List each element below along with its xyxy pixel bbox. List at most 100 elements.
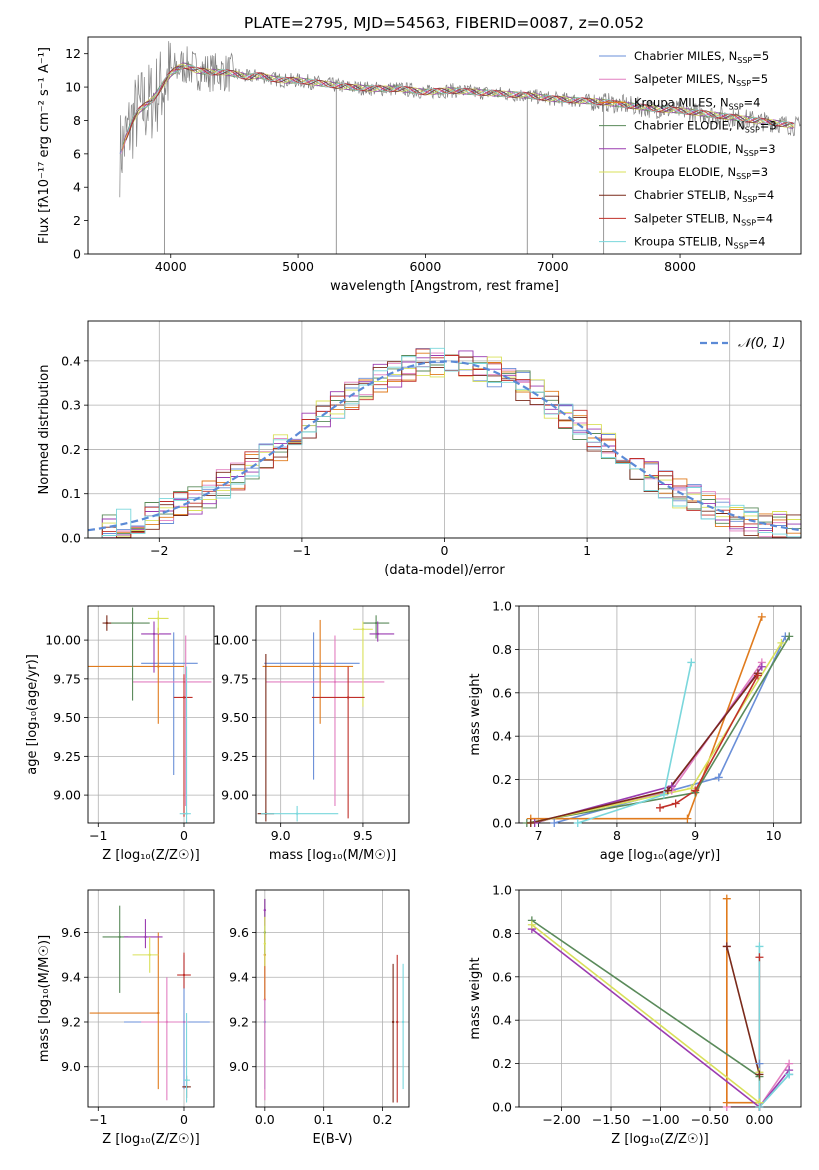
x-tick-label: 9.0	[271, 828, 291, 843]
y-tick-label: 0.6	[492, 969, 512, 984]
y-tick-label: 9.6	[61, 925, 81, 940]
plus-marker	[755, 942, 764, 951]
panel-residuals: −2 −1 0 1 2 0.0 0.1 0.2 0.3 0.4 (data-model)/error…	[37, 320, 802, 578]
data-point	[346, 696, 350, 699]
y-tick-label: 0.4	[492, 1013, 512, 1028]
plus-marker	[757, 662, 766, 671]
panel-massweight-vs-Z: −2.00 −1.50 −1.00 −0.50 0.00 0.0 0.2 0.4 0.6 0.8 1…	[468, 883, 802, 1147]
axes-frame	[255, 605, 410, 824]
y-axis-label: Normed distribution	[37, 365, 52, 495]
x-tick-label: −1	[89, 828, 107, 843]
x-axis-label: age [log₁₀(age/yr)]	[600, 848, 721, 863]
x-axis-label: Z [log₁₀(Z/Z☉)]	[102, 848, 199, 863]
y-tick-label: 9.4	[229, 970, 249, 985]
plus-marker	[722, 894, 731, 903]
data-point	[376, 632, 379, 636]
x-tick-label: 8000	[664, 259, 696, 274]
data-point	[157, 617, 160, 620]
plus-marker	[777, 638, 786, 647]
y-tick-label: 2	[73, 213, 81, 228]
x-tick-label: 9	[691, 828, 699, 843]
weight-series-line	[530, 661, 763, 823]
data-point	[165, 1020, 169, 1024]
legend-entry: Salpeter MILES, NSSP=5	[634, 72, 768, 88]
axes-frame	[87, 605, 215, 824]
data-point	[172, 662, 175, 665]
plus-marker	[785, 1070, 794, 1079]
plus-marker	[659, 790, 668, 799]
y-tick-label: 1.0	[492, 599, 512, 614]
data-point	[391, 1020, 395, 1024]
plus-marker	[683, 814, 692, 823]
residual-histogram-step	[88, 347, 801, 538]
legend-entry: Chabrier MILES, NSSP=5	[634, 49, 769, 65]
plus-marker	[526, 819, 535, 827]
legend-entry: Salpeter STELIB, NSSP=4	[634, 211, 773, 227]
data-point	[185, 1078, 188, 1082]
y-tick-label: 9.0	[61, 1059, 81, 1074]
y-axis-label: age [log₁₀(age/yr)]	[25, 654, 40, 775]
data-point	[295, 812, 299, 815]
y-tick-label: 9.75	[53, 671, 81, 686]
data-point	[361, 628, 365, 631]
data-point	[144, 935, 147, 939]
x-tick-label: 5000	[282, 259, 314, 274]
data-point	[401, 1020, 405, 1024]
y-tick-label: 9.6	[229, 925, 249, 940]
y-tick-label: 9.75	[221, 671, 249, 686]
plus-marker	[714, 773, 723, 782]
plot-area	[88, 890, 214, 1107]
plus-marker	[785, 632, 794, 641]
y-tick-label: 0.1	[61, 486, 81, 501]
axes-frame	[255, 889, 410, 1108]
y-tick-label: 1.0	[492, 883, 512, 898]
weight-series-line	[554, 636, 787, 823]
weight-series-line	[530, 616, 763, 820]
y-tick-label: 0	[73, 247, 81, 262]
y-tick-label: 9.50	[53, 710, 81, 725]
y-tick-label: 6	[73, 146, 81, 161]
model-spectrum-line	[123, 62, 794, 141]
x-tick-label: −1	[89, 1112, 107, 1127]
y-axis-label: mass weight	[468, 673, 483, 755]
x-axis-label: Z [log₁₀(Z/Z☉)]	[611, 1132, 708, 1147]
data-point	[374, 621, 378, 625]
x-tick-label: 6000	[409, 259, 441, 274]
plot-area	[256, 890, 409, 1107]
y-tick-label: 0.0	[492, 816, 512, 831]
x-tick-label: 0.0	[255, 1112, 275, 1127]
y-tick-label: 9.2	[61, 1014, 81, 1029]
y-tick-label: 10.00	[45, 633, 81, 648]
weight-series-line	[659, 675, 759, 809]
plot-area	[119, 41, 801, 254]
model-spectrum-line	[126, 66, 795, 138]
y-tick-label: 0.4	[61, 353, 81, 368]
y-tick-label: 0.2	[492, 1056, 512, 1071]
plus-marker	[671, 799, 680, 808]
panel-massweight-vs-age: 7 8 9 10 0.0 0.2 0.4 0.6 0.8 1.0 age [log₁₀(age/yr…	[468, 599, 802, 863]
data-point	[263, 942, 267, 945]
y-tick-label: 9.2	[229, 1014, 249, 1029]
y-tick-label: 4	[73, 180, 81, 195]
x-tick-label: −2	[150, 543, 168, 558]
x-tick-label: 8	[613, 828, 621, 843]
data-point	[312, 662, 315, 665]
y-tick-label: 9.0	[229, 1059, 249, 1074]
x-axis-label: (data-model)/error	[384, 563, 505, 578]
y-tick-label: 8	[73, 113, 81, 128]
y-tick-label: 0.8	[492, 642, 512, 657]
plus-marker	[656, 803, 664, 812]
y-tick-label: 0.6	[492, 685, 512, 700]
data-point	[157, 665, 160, 668]
data-point	[333, 680, 337, 684]
legend-entry: 𝒩(0, 1)	[738, 336, 785, 351]
x-tick-label: −2.00	[542, 1112, 580, 1127]
legend-entry: Chabrier STELIB, NSSP=4	[634, 188, 774, 204]
weight-series-line	[531, 924, 761, 1105]
weight-series-line	[531, 928, 790, 1107]
observed-spectrum-line	[119, 41, 801, 198]
x-tick-label: 0.00	[746, 1112, 774, 1127]
data-point	[105, 621, 109, 625]
model-spectrum-line	[124, 63, 795, 140]
y-tick-label: 9.25	[221, 749, 249, 764]
